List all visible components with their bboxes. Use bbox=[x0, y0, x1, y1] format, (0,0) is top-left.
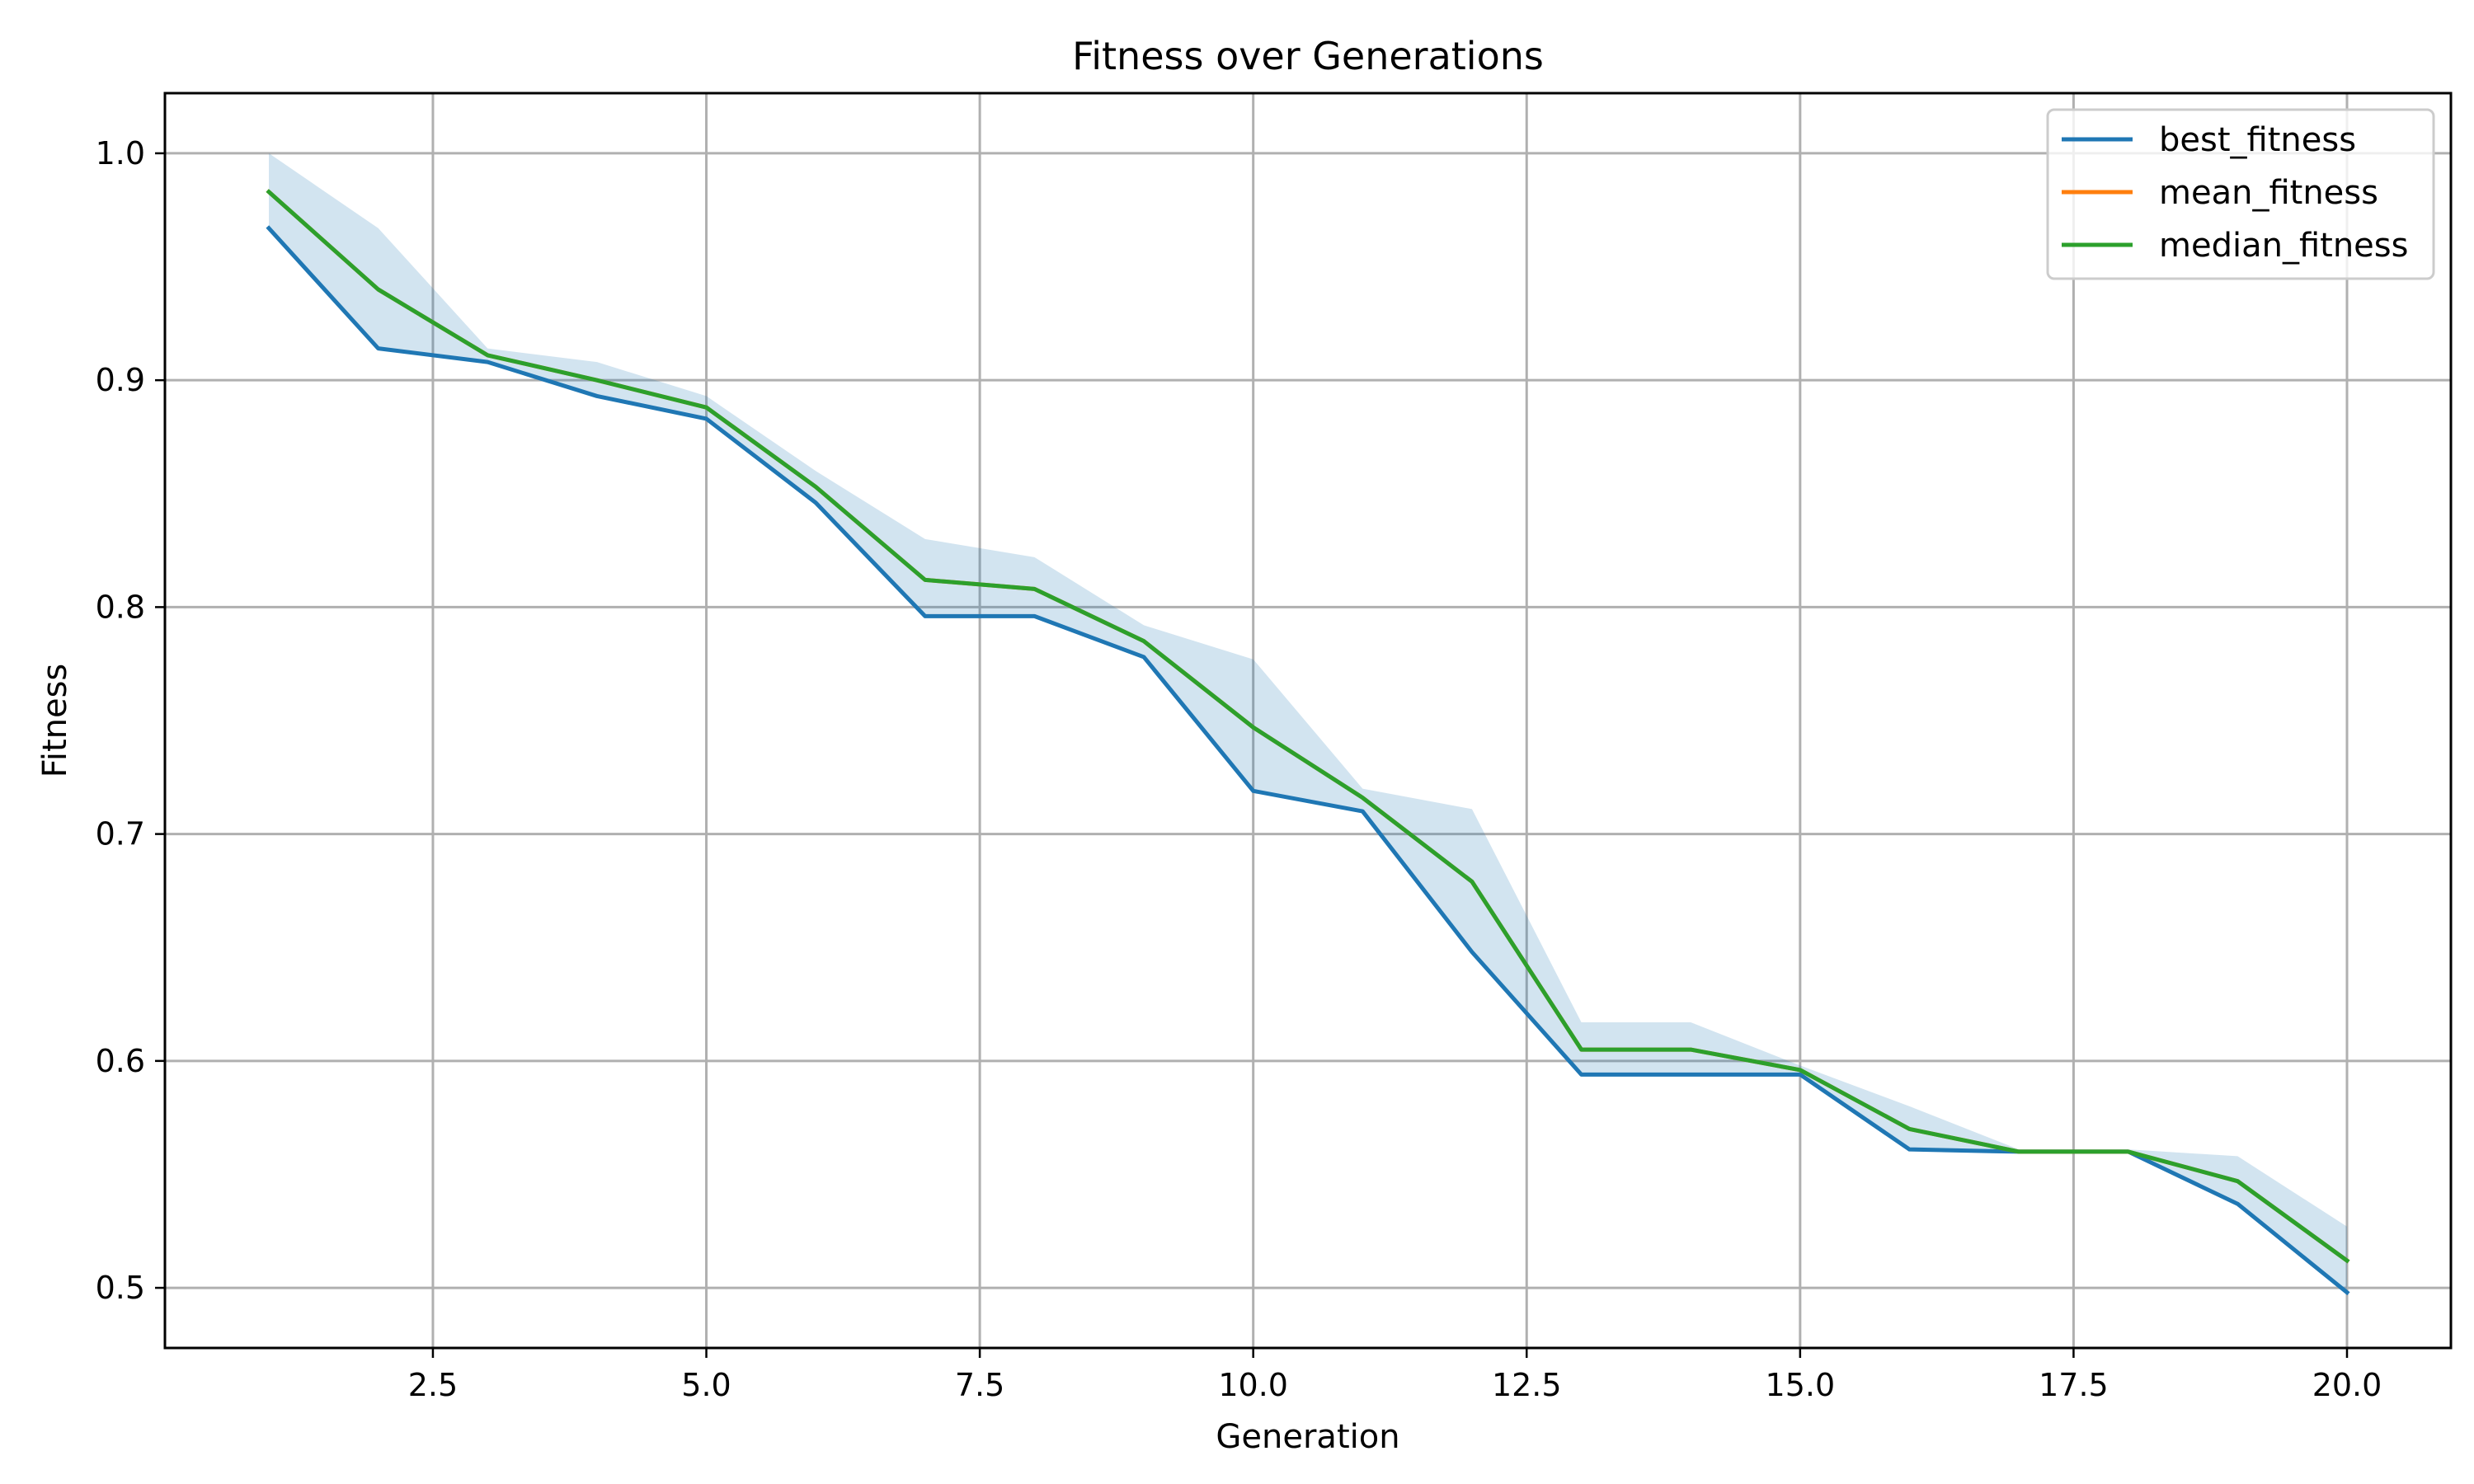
y-tick-label: 0.7 bbox=[96, 816, 145, 852]
x-tick-label: 10.0 bbox=[1218, 1367, 1288, 1403]
y-tick-label: 0.8 bbox=[96, 589, 145, 625]
x-tick-label: 20.0 bbox=[2312, 1367, 2382, 1403]
axis-ticks: 2.5 5.0 7.5 10.0 12.5 15.0 17.5 20.0 0.5 0.6 0.7 0.… bbox=[96, 135, 2382, 1403]
series-line-best-fitness bbox=[266, 225, 2350, 1296]
y-axis-label: Fitness bbox=[36, 664, 74, 778]
grid-lines bbox=[165, 93, 2451, 1348]
x-tick-label: 7.5 bbox=[955, 1367, 1004, 1403]
chart-title: Fitness over Generations bbox=[1072, 34, 1544, 78]
y-tick-label: 1.0 bbox=[96, 135, 145, 171]
series-lines bbox=[266, 189, 2350, 1296]
legend-label-mean-fitness: mean_fitness bbox=[2159, 174, 2378, 212]
y-tick-label: 0.5 bbox=[96, 1270, 145, 1306]
series-line-median-fitness bbox=[266, 189, 2350, 1264]
x-tick-label: 15.0 bbox=[1766, 1367, 1836, 1403]
x-tick-label: 5.0 bbox=[681, 1367, 731, 1403]
x-axis-label: Generation bbox=[1216, 1418, 1399, 1456]
y-tick-label: 0.6 bbox=[96, 1043, 145, 1079]
plot-frame bbox=[163, 92, 2453, 1350]
x-tick-label: 12.5 bbox=[1492, 1367, 1562, 1403]
x-tick-label: 2.5 bbox=[408, 1367, 458, 1403]
legend-label-median-fitness: median_fitness bbox=[2159, 227, 2408, 265]
legend-items: best_fitness mean_fitness median_fitness bbox=[2062, 121, 2408, 265]
y-tick-label: 0.9 bbox=[96, 362, 145, 398]
x-tick-label: 17.5 bbox=[2039, 1367, 2109, 1403]
legend-box bbox=[2046, 108, 2435, 280]
legend: best_fitness mean_fitness median_fitness bbox=[2046, 108, 2435, 280]
legend-label-best-fitness: best_fitness bbox=[2159, 121, 2356, 159]
